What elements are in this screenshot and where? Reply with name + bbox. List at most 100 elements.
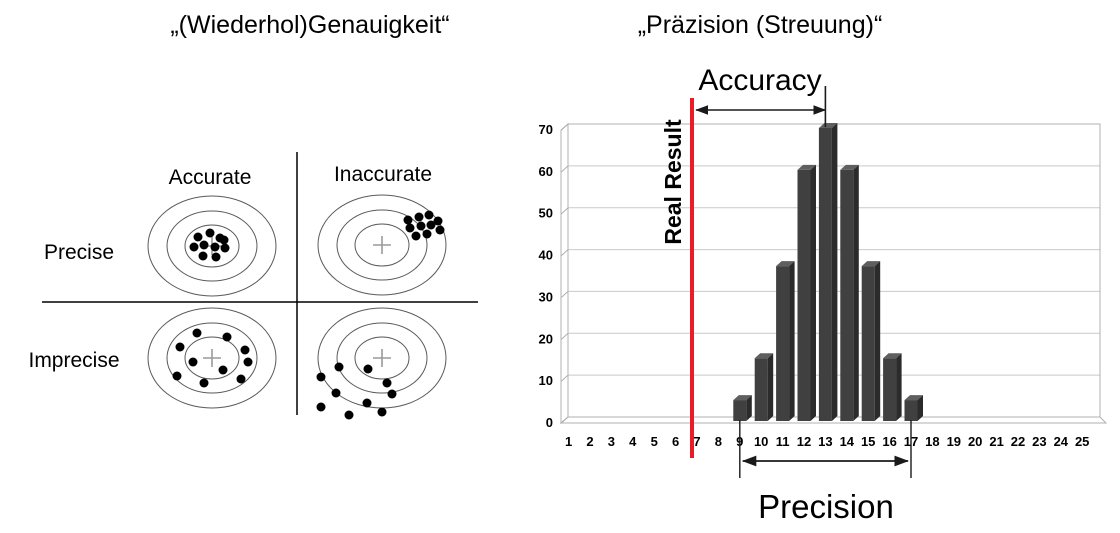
bar-front-face (754, 358, 768, 421)
x-tick-label: 1 (565, 434, 572, 449)
bar-top-face (861, 261, 881, 267)
bar-front-face (797, 169, 811, 421)
target-ring (184, 224, 240, 268)
x-tick-label: 18 (925, 434, 939, 449)
x-tick-label: 20 (968, 434, 982, 449)
y-axis-tick (561, 332, 569, 340)
data-point-dot (192, 328, 202, 338)
precision-annotation-label: Precision (758, 488, 894, 525)
bar-top-face (904, 395, 923, 401)
data-point-dot (219, 235, 229, 245)
data-point-dot (334, 362, 344, 372)
y-axis-tick (561, 374, 569, 382)
x-tick-label: 8 (715, 434, 722, 449)
x-tick-label: 16 (882, 434, 896, 449)
data-point-dot (435, 225, 445, 235)
target-ring (354, 336, 410, 380)
data-point-dot (424, 210, 434, 220)
column-label-inaccurate: Inaccurate (334, 163, 432, 186)
bar-side-face (896, 353, 902, 421)
accuracy-annotation-label: Accuracy (698, 64, 821, 97)
data-point-dot (363, 364, 373, 374)
x-tick-label: 6 (672, 434, 679, 449)
data-point-dot (316, 372, 326, 382)
data-point-dot (416, 221, 426, 231)
x-tick-label: 5 (651, 434, 658, 449)
data-point-dot (198, 251, 208, 261)
bar-top-face (883, 353, 902, 359)
bar-side-face (874, 261, 881, 421)
y-axis-tick (561, 207, 569, 215)
x-tick-label: 21 (989, 434, 1003, 449)
data-point-dot (220, 243, 230, 253)
x-tick-label: 22 (1011, 434, 1025, 449)
bar-side-face (767, 353, 774, 421)
histogram-figure: 0102030405060701234567891011121314151617… (539, 64, 1108, 525)
bar-front-face (861, 266, 875, 421)
bar-side-face (853, 164, 859, 421)
y-axis-tick (561, 165, 569, 173)
x-tick-label: 10 (754, 434, 768, 449)
x-tick-label: 25 (1075, 434, 1089, 449)
data-point-dot (433, 216, 443, 226)
data-point-dot (210, 242, 220, 252)
data-point-dot (243, 357, 253, 367)
x-tick-label: 24 (1054, 434, 1069, 449)
bar-x9 (733, 395, 752, 421)
bar-side-face (831, 123, 838, 421)
data-point-dot (189, 242, 199, 252)
data-point-dot (362, 398, 372, 408)
data-point-dot (411, 231, 421, 241)
data-point-dot (387, 389, 397, 399)
data-point-dot (426, 220, 436, 230)
bar-top-face (733, 395, 752, 401)
bar-x10 (754, 353, 774, 421)
target-diagrams (147, 194, 447, 420)
x-tick-label: 23 (1032, 434, 1046, 449)
y-tick-label: 50 (539, 206, 553, 221)
bar-front-face (840, 169, 854, 421)
data-point-dot (218, 365, 228, 375)
data-point-dot (222, 332, 232, 342)
y-axis-tick (561, 123, 569, 131)
row-label-imprecise: Imprecise (28, 349, 119, 372)
data-point-dot (403, 215, 413, 225)
x-tick-label: 2 (586, 434, 593, 449)
bar-x12 (797, 164, 816, 421)
x-tick-label: 12 (797, 434, 811, 449)
target-ring (336, 209, 428, 281)
bar-top-face (754, 353, 774, 359)
data-point-dot (172, 371, 182, 381)
bar-x13 (818, 123, 838, 421)
bar-side-face (917, 395, 923, 421)
data-point-dot (175, 342, 185, 352)
target-imprecise-accurate (147, 307, 277, 409)
y-axis-tick (561, 291, 569, 298)
y-axis-tick (561, 249, 569, 256)
target-imprecise-inaccurate (316, 307, 447, 420)
data-point-dot (422, 229, 432, 239)
bar-front-face (883, 358, 897, 421)
bar-x11 (776, 261, 795, 421)
slide-titles: „(Wiederhol)Genauigkeit“ „Präzision (Str… (170, 11, 882, 39)
data-point-dot (188, 357, 198, 367)
target-ring (147, 307, 277, 409)
bar-side-face (810, 164, 816, 421)
title-left-genauigkeit: „(Wiederhol)Genauigkeit“ (170, 11, 449, 39)
bar-x14 (840, 164, 859, 421)
data-point-dot (240, 345, 250, 355)
data-point-dot (405, 223, 415, 233)
y-tick-label: 20 (539, 331, 553, 346)
target-ring (336, 322, 428, 394)
data-point-dot (199, 378, 209, 388)
target-ring (147, 195, 277, 297)
data-point-dot (331, 388, 341, 398)
target-ring (166, 210, 258, 282)
data-point-dot (236, 374, 246, 384)
column-label-accurate: Accurate (169, 166, 252, 189)
data-point-dot (377, 407, 387, 417)
data-point-dot (193, 232, 203, 242)
target-ring (184, 336, 240, 380)
